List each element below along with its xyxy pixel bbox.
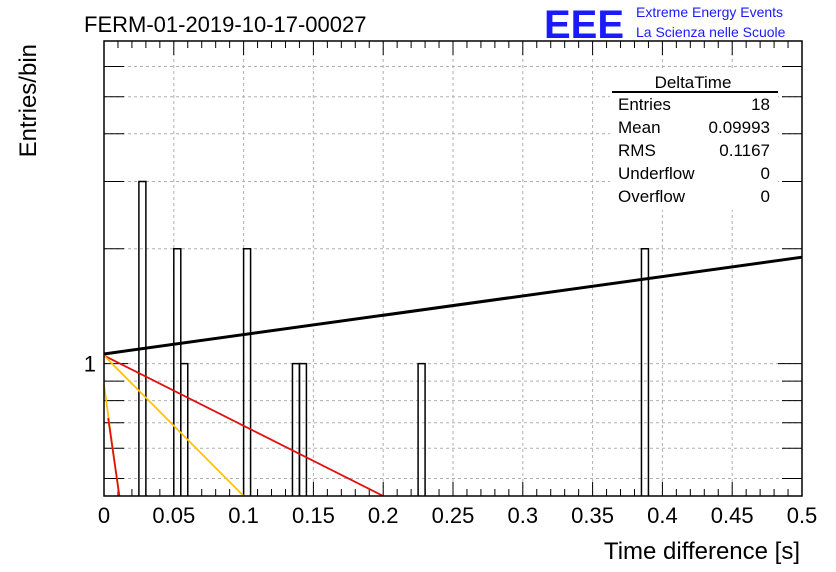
histogram-bin — [291, 362, 301, 496]
x-tick-label: 0.15 — [292, 503, 335, 528]
stats-row-value: 0 — [761, 164, 770, 183]
x-tick-label: 0 — [98, 503, 110, 528]
fit-line — [103, 354, 384, 497]
stats-row-label: Entries — [618, 95, 671, 114]
x-tick-label: 0.25 — [432, 503, 475, 528]
eee-logo-text: EEE — [544, 3, 624, 47]
stats-row-label: Mean — [618, 118, 661, 137]
histogram-bin — [180, 362, 189, 496]
fit-line — [103, 255, 803, 356]
stats-row-value: 0.09993 — [709, 118, 770, 137]
x-tick-label: 0.5 — [787, 503, 818, 528]
stats-box: DeltaTime Entries 18 Mean 0.09993 RMS 0.1167 U… — [610, 70, 778, 210]
histogram-bins — [138, 180, 650, 496]
histogram-bin — [242, 247, 252, 496]
x-tick-label: 0.4 — [647, 503, 678, 528]
x-tick-label: 0.05 — [152, 503, 195, 528]
histogram-bin — [138, 180, 147, 496]
stats-row-label: RMS — [618, 141, 656, 160]
x-tick-label: 0.35 — [571, 503, 614, 528]
x-tick-label: 0.45 — [711, 503, 754, 528]
histogram-bin — [640, 247, 650, 496]
stats-rows: Entries 18 Mean 0.09993 RMS 0.1167 Underflow 0 O… — [618, 95, 770, 206]
x-axis-label: Time difference [s] — [604, 538, 800, 565]
histogram-bin — [417, 362, 426, 496]
plot-frame — [103, 40, 803, 497]
eee-logo-line2: La Scienza nelle Scuole — [636, 24, 786, 40]
x-tick-labels: 0 0.05 0.1 0.15 0.2 0.25 0.3 0.35 0.4 0.45 0.5 — [98, 503, 817, 528]
x-tick-label: 0.2 — [368, 503, 399, 528]
grid-lines — [104, 41, 802, 496]
stats-row-label: Underflow — [618, 164, 695, 183]
x-tick-label: 0.1 — [228, 503, 259, 528]
stats-title: DeltaTime — [655, 73, 732, 92]
eee-logo: EEE Extreme Energy Events La Scienza nel… — [544, 3, 786, 47]
x-tick-label: 0.3 — [508, 503, 539, 528]
stats-row-value: 18 — [751, 95, 770, 114]
eee-logo-line1: Extreme Energy Events — [636, 4, 783, 20]
stats-row-value: 0 — [761, 187, 770, 206]
stats-row-label: Overflow — [618, 187, 686, 206]
histogram-bin — [173, 247, 182, 496]
run-title: FERM-01-2019-10-17-00027 — [84, 12, 367, 37]
fit-line — [107, 417, 121, 497]
stats-row-value: 0.1167 — [719, 141, 770, 160]
y-tick-labels: 1 — [84, 352, 96, 377]
histogram-bin — [298, 362, 308, 496]
fit-lines — [103, 255, 803, 497]
y-tick-label: 1 — [84, 352, 96, 377]
fit-line — [103, 354, 245, 497]
y-axis-label: Entries/bin — [15, 44, 42, 157]
